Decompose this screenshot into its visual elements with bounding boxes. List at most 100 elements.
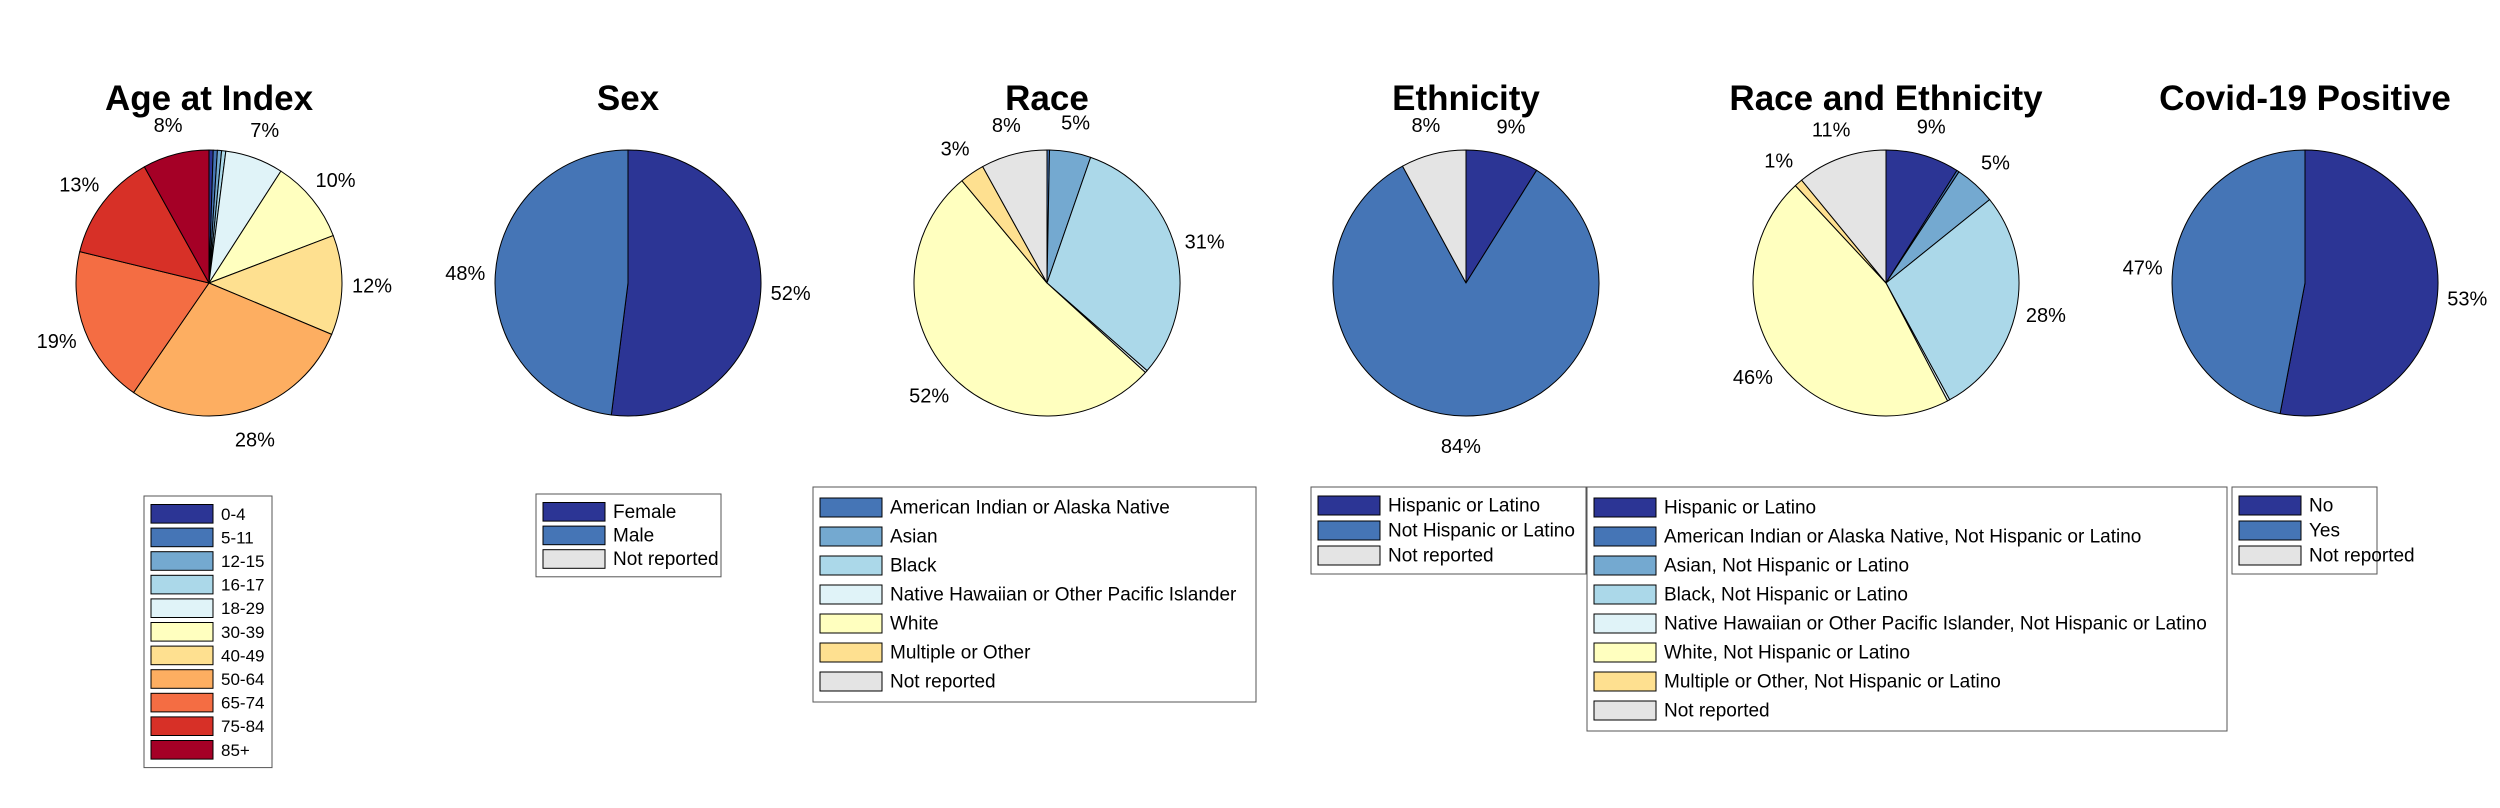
- data-label-age-at-index-40-49: 12%: [352, 276, 392, 298]
- legend-label-age-at-index-30-39: 30-39: [221, 623, 264, 642]
- data-label-age-at-index-50-64: 28%: [235, 429, 275, 451]
- data-label-race-and-ethnicity-not-reported: 11%: [1812, 120, 1851, 142]
- legend-swatch-age-at-index-40-49: [150, 645, 214, 666]
- legend-label-ethnicity-not-reported: Not reported: [1388, 546, 1494, 567]
- legend-label-race-white: White: [890, 614, 939, 635]
- legend-label-age-at-index-50-64: 50-64: [221, 670, 264, 689]
- pie-slice-race-not-reported: [982, 149, 1048, 284]
- legend-label-race-native-hawaiian-or-other-pacific-islander: Native Hawaiian or Other Pacific Islande…: [890, 585, 1237, 606]
- pie-slice-age-at-index-65-74: [75, 251, 210, 394]
- data-label-race-and-ethnicity-asian-not-hispanic-or-latino: 5%: [1981, 152, 2010, 174]
- legend-swatch-race-and-ethnicity-asian-not-hispanic-or-latino: [1593, 555, 1657, 576]
- data-label-covid-19-positive-yes: 47%: [2123, 258, 2163, 280]
- legend-swatch-ethnicity-hispanic-or-latino: [1317, 495, 1381, 516]
- legend-swatch-race-white: [819, 613, 883, 634]
- legend-swatch-race-and-ethnicity-white-not-hispanic-or-latino: [1593, 642, 1657, 663]
- data-label-age-at-index-18-29: 7%: [250, 120, 279, 142]
- chart-title-sex: Sex: [597, 79, 660, 118]
- legend-label-race-and-ethnicity-black-not-hispanic-or-latino: Black, Not Hispanic or Latino: [1664, 585, 1908, 606]
- data-label-race-and-ethnicity-black-not-hispanic-or-latino: 28%: [2026, 305, 2066, 327]
- legend-label-covid-19-positive-yes: Yes: [2309, 521, 2340, 542]
- legend-swatch-age-at-index-16-17: [150, 574, 214, 595]
- legend-label-race-not-reported: Not reported: [890, 672, 996, 693]
- legend-label-covid-19-positive-not-reported: Not reported: [2309, 546, 2415, 567]
- legend-race: [812, 486, 1257, 703]
- legend-label-age-at-index-65-74: 65-74: [221, 694, 264, 713]
- legend-swatch-age-at-index-18-29: [150, 598, 214, 619]
- legend-swatch-covid-19-positive-not-reported: [2238, 545, 2302, 566]
- legend-swatch-race-native-hawaiian-or-other-pacific-islander: [819, 584, 883, 605]
- legend-swatch-age-at-index-30-39: [150, 622, 214, 642]
- legend-swatch-race-asian: [819, 526, 883, 547]
- legend-swatch-covid-19-positive-yes: [2238, 520, 2302, 541]
- legend-swatch-ethnicity-not-reported: [1317, 545, 1381, 566]
- legend-label-ethnicity-hispanic-or-latino: Hispanic or Latino: [1388, 496, 1540, 517]
- legend-label-age-at-index-85: 85+: [221, 741, 250, 760]
- data-label-sex-female: 52%: [771, 283, 811, 305]
- legend-label-race-and-ethnicity-not-reported: Not reported: [1664, 701, 1770, 722]
- pie-slice-age-at-index-50-64: [133, 282, 333, 417]
- chart-covid-19-positive: Covid-19 Positive 53% 47% No Yes Not reported: [2123, 79, 2488, 575]
- data-label-age-at-index-30-39: 10%: [315, 170, 355, 192]
- chart-title-race: Race: [1005, 79, 1089, 118]
- pie-slice-ethnicity-not-reported: [1402, 149, 1467, 284]
- data-label-race-not-reported: 8%: [992, 115, 1021, 137]
- pie-slice-covid-19-positive-yes: [2171, 149, 2306, 415]
- legend-swatch-race-not-reported: [819, 671, 883, 692]
- legend-label-age-at-index-16-17: 16-17: [221, 576, 264, 595]
- legend-swatch-race-and-ethnicity-black-not-hispanic-or-latino: [1593, 584, 1657, 605]
- data-label-race-multiple-or-other: 3%: [941, 138, 970, 160]
- pie-slice-race-and-ethnicity-black-not-hispanic-or-latino: [1885, 199, 2020, 401]
- pie-slice-age-at-index-30-39: [208, 170, 334, 284]
- legend-label-age-at-index-75-84: 75-84: [221, 717, 264, 736]
- data-label-race-and-ethnicity-white-not-hispanic-or-latino: 46%: [1733, 367, 1773, 389]
- data-label-ethnicity-hispanic-or-latino: 9%: [1497, 116, 1526, 138]
- data-label-ethnicity-not-hispanic-or-latino: 84%: [1441, 436, 1481, 458]
- data-label-age-at-index-85: 8%: [154, 115, 183, 137]
- legend-label-ethnicity-not-hispanic-or-latino: Not Hispanic or Latino: [1388, 521, 1575, 542]
- legend-label-age-at-index-18-29: 18-29: [221, 599, 264, 618]
- legend-swatch-race-black: [819, 555, 883, 576]
- data-label-age-at-index-65-74: 19%: [37, 331, 77, 353]
- data-label-age-at-index-75-84: 13%: [59, 174, 99, 196]
- data-label-race-and-ethnicity-hispanic-or-latino: 9%: [1917, 116, 1946, 138]
- legend-label-age-at-index-12-15: 12-15: [221, 552, 264, 571]
- pie-slice-ethnicity-not-hispanic-or-latino: [1332, 165, 1600, 417]
- data-label-race-asian: 5%: [1061, 113, 1090, 135]
- legend-label-race-asian: Asian: [890, 527, 938, 548]
- legend-swatch-age-at-index-65-74: [150, 692, 214, 713]
- chart-title-covid-19-positive: Covid-19 Positive: [2159, 79, 2451, 118]
- legend-race-and-ethnicity: [1586, 486, 2228, 732]
- legend-swatch-ethnicity-not-hispanic-or-latino: [1317, 520, 1381, 541]
- pie-slice-sex-male: [494, 149, 629, 416]
- legend-swatch-race-american-indian-or-alaska-native: [819, 497, 883, 518]
- legend-label-race-and-ethnicity-native-hawaiian-or-other-pacific-islander-not-hispanic-or-latino: Native Hawaiian or Other Pacific Islande…: [1664, 614, 2207, 635]
- legend-label-race-and-ethnicity-asian-not-hispanic-or-latino: Asian, Not Hispanic or Latino: [1664, 556, 1909, 577]
- pie-slice-age-at-index-40-49: [208, 235, 343, 335]
- legend-swatch-race-and-ethnicity-not-reported: [1593, 700, 1657, 721]
- legend-swatch-age-at-index-0-4: [150, 504, 214, 524]
- legend-swatch-race-multiple-or-other: [819, 642, 883, 663]
- data-label-race-white: 52%: [909, 386, 949, 408]
- pie-slice-race-and-ethnicity-white-not-hispanic-or-latino: [1752, 185, 1949, 417]
- pie-slice-age-at-index-85: [143, 149, 210, 284]
- legend-swatch-race-and-ethnicity-hispanic-or-latino: [1593, 497, 1657, 518]
- legend-swatch-age-at-index-12-15: [150, 551, 214, 571]
- legend-swatch-race-and-ethnicity-multiple-or-other-not-hispanic-or-latino: [1593, 671, 1657, 692]
- legend-swatch-sex-not-reported: [542, 549, 606, 569]
- pie-slice-age-at-index-75-84: [79, 166, 210, 284]
- legend-swatch-race-and-ethnicity-american-indian-or-alaska-native-not-hispanic-or-latino: [1593, 526, 1657, 547]
- pie-slice-sex-female: [610, 149, 762, 417]
- pie-slice-covid-19-positive-no: [2279, 149, 2439, 417]
- pie-slice-race-and-ethnicity-not-reported: [1801, 149, 1887, 284]
- legend-label-age-at-index-5-11: 5-11: [221, 528, 254, 547]
- legend-label-sex-female: Female: [613, 502, 676, 523]
- legend-label-race-and-ethnicity-multiple-or-other-not-hispanic-or-latino: Multiple or Other, Not Hispanic or Latin…: [1664, 672, 2001, 693]
- chart-title-race-and-ethnicity: Race and Ethnicity: [1729, 79, 2043, 118]
